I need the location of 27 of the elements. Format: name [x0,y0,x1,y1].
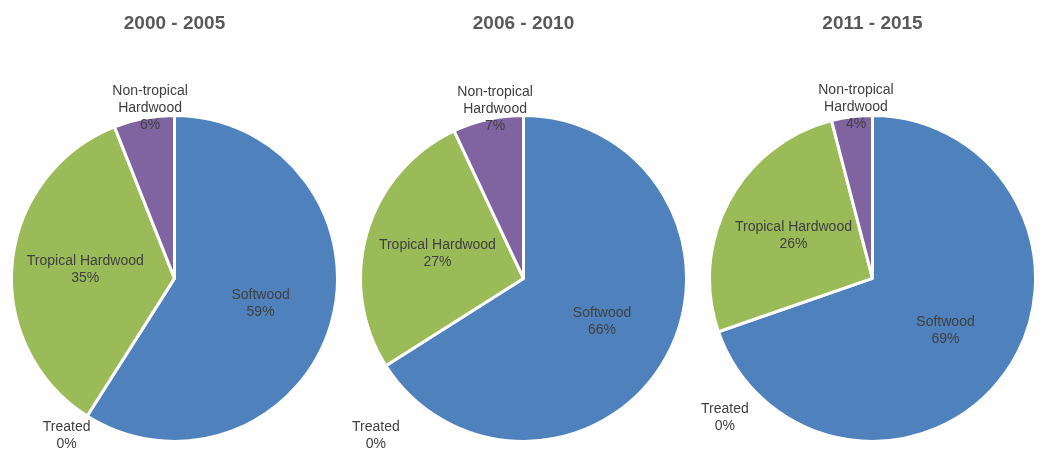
chart-title: 2006 - 2010 [472,11,575,33]
text: 0% [714,417,735,434]
slice-label: Softwood [572,303,632,320]
data-label: 4% [845,114,867,131]
data-label: 59% [246,302,275,319]
slice-label: Tropical Hardwood [378,235,496,252]
slice-label: Tropical Hardwood [26,252,144,269]
text: 0% [56,435,77,452]
slice-label: Non-tropical Hardwood [112,82,188,116]
data-label: 66% [588,320,617,337]
slice-label: Non-tropical Hardwood [818,80,894,114]
slice-label: Softwood [231,285,290,302]
slice-label: Non-tropical Hardwood [457,83,533,116]
data-label: 69% [931,329,960,346]
category-label: Treated [42,418,91,435]
data-label: 6% [139,116,161,133]
category-label: Treated [352,418,400,435]
slice-label: Softwood [916,312,975,329]
slice-label: Tropical Hardwood [734,218,852,235]
chart-title: 2000 - 2005 [123,11,226,33]
data-label: 27% [423,252,452,269]
text: 0% [365,435,386,452]
data-label: 26% [779,235,808,252]
chart-title: 2011 - 2015 [822,11,924,33]
category-label: Treated [701,400,749,417]
data-label: 35% [71,269,100,286]
data-label: 7% [484,117,506,133]
